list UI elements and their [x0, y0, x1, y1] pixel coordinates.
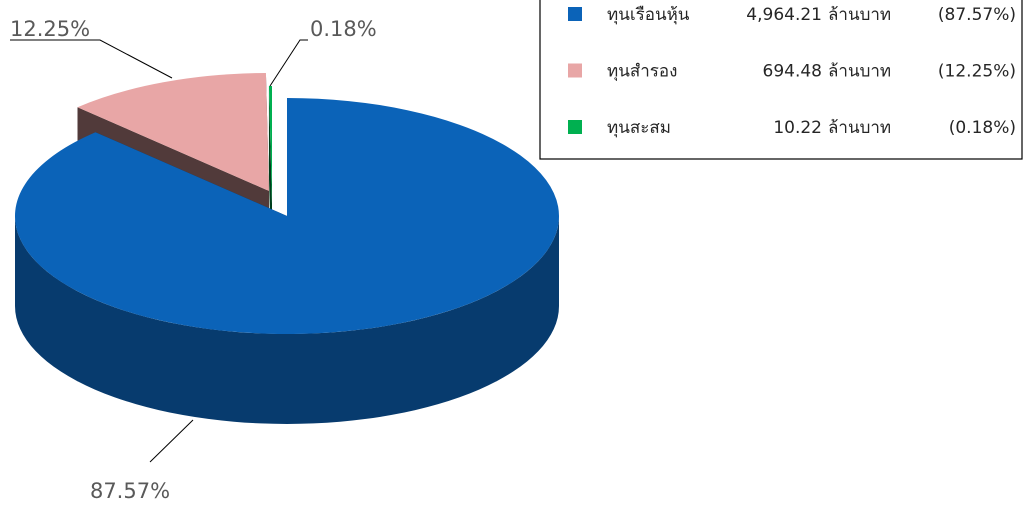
- leader-line: [10, 39, 173, 79]
- legend-amount: 4,964.21: [746, 5, 822, 25]
- legend-amount: 10.22: [773, 118, 822, 138]
- legend-box: [539, 0, 1023, 160]
- slice-side: [15, 216, 559, 424]
- legend-percent: (12.25%): [938, 62, 1016, 82]
- data-label: 87.57%: [90, 479, 170, 503]
- legend-unit: ล้านบาท: [828, 5, 891, 25]
- legend-swatch: [568, 120, 582, 134]
- legend-name: ทุนสะสม: [607, 118, 671, 138]
- legend-swatch: [568, 63, 582, 78]
- legend-name: ทุนสำรอง: [607, 62, 677, 82]
- slice: [77, 73, 269, 191]
- legend-percent: (87.57%): [938, 5, 1016, 25]
- legend-percent: (0.18%): [949, 118, 1016, 138]
- legend-unit: ล้านบาท: [828, 62, 891, 82]
- legend-name: ทุนเรือนหุ้น: [607, 5, 690, 25]
- slice: [14, 98, 559, 334]
- leader-line: [149, 419, 194, 463]
- slice: [268, 86, 272, 204]
- data-label: 12.25%: [10, 17, 90, 41]
- legend-swatch: [568, 7, 582, 21]
- data-label: 0.18%: [310, 17, 377, 41]
- leader-line: [269, 39, 308, 87]
- legend-amount: 694.48: [763, 62, 822, 82]
- legend-unit: ล้านบาท: [828, 118, 891, 138]
